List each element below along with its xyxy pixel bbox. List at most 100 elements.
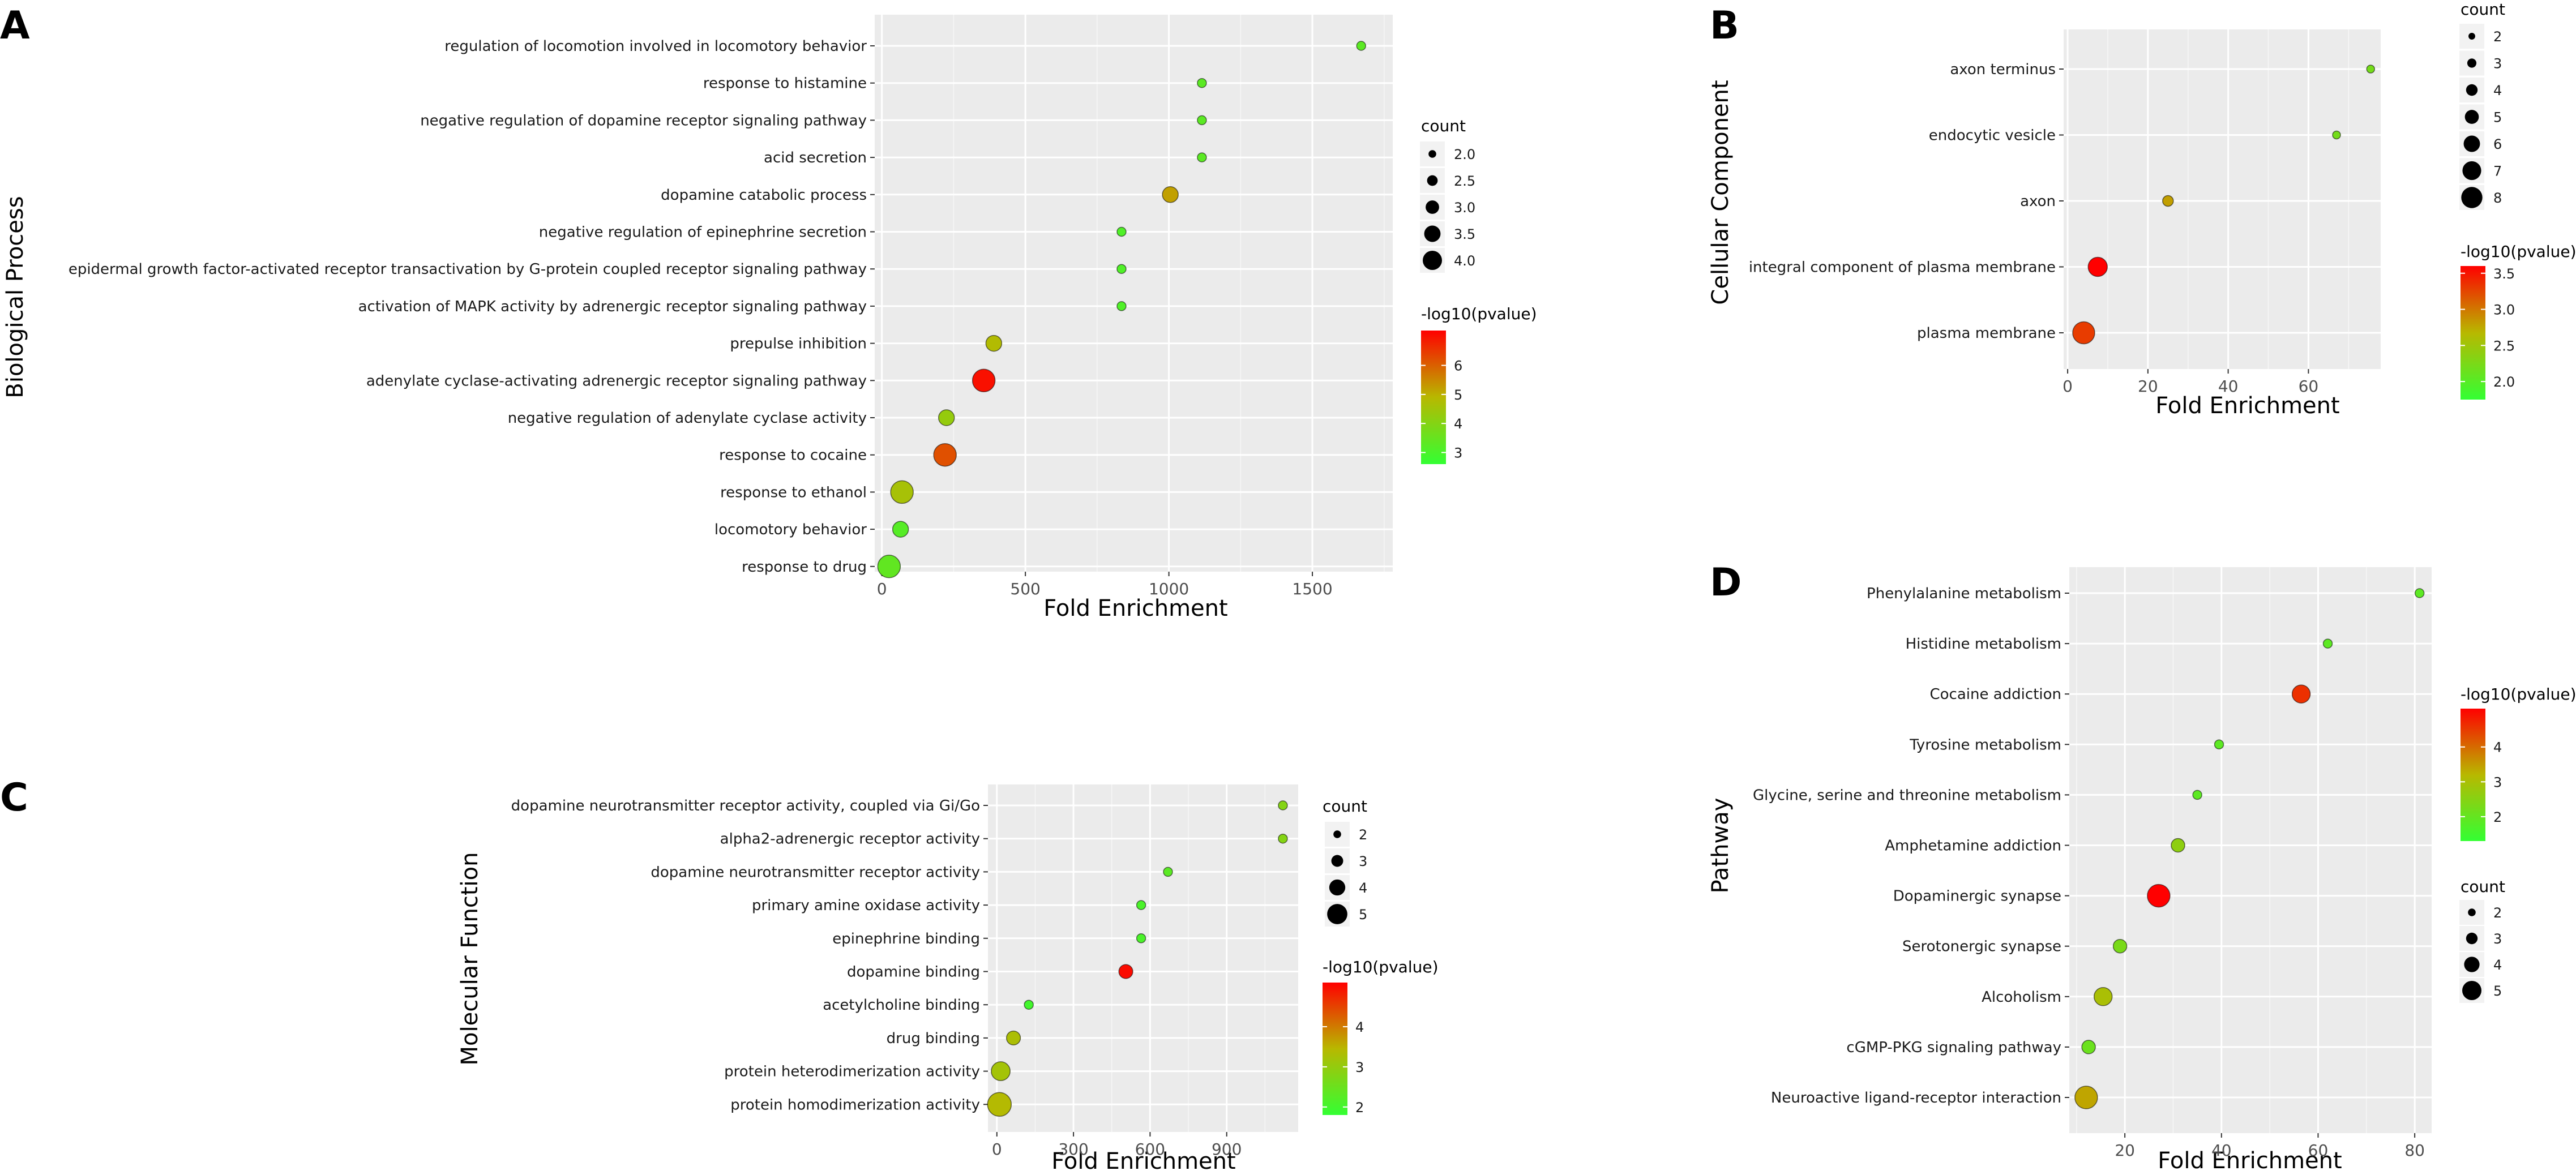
x-axis-title-a: Fold Enrichment — [1043, 595, 1227, 621]
size-legend-dot-b — [2468, 33, 2475, 40]
size-legend-title-c: count — [1323, 797, 1367, 816]
colorbar-label-a: 6 — [1454, 358, 1462, 374]
size-legend-label-d: 2 — [2493, 905, 2502, 921]
data-point-d — [2112, 938, 2128, 954]
size-legend-label-b: 3 — [2493, 56, 2502, 72]
data-point-a — [890, 480, 914, 504]
panel-a: A Biological Process Fold Enrichment cou… — [0, 3, 1537, 621]
plot-area-b: 0 20 40 60 axon terminus endocytic vesicle axo… — [1749, 29, 2381, 396]
size-legend-label-b: 5 — [2493, 110, 2502, 126]
y-tick-label-d: cGMP-PKG signaling pathway — [1846, 1039, 2061, 1056]
y-tick-label-a: adenylate cyclase-activating adrenergic … — [366, 372, 867, 389]
data-point-b — [2332, 130, 2341, 140]
color-legend-b: 2.0 2.5 3.0 3.5 — [2461, 266, 2515, 400]
data-point-c — [1278, 800, 1288, 811]
data-point-a — [1356, 41, 1366, 51]
size-legend-c: 2 3 4 5 — [1325, 822, 1367, 927]
x-tick-label-a: 1000 — [1149, 580, 1189, 598]
size-legend-label-a: 2.0 — [1454, 147, 1475, 162]
x-tick-label-a: 1500 — [1292, 580, 1332, 598]
size-legend-dot-b — [2462, 161, 2481, 181]
plot-background-c — [988, 784, 1298, 1132]
y-tick-label-a: response to drug — [742, 559, 867, 576]
x-tick-label-d: 20 — [2115, 1141, 2135, 1160]
size-legend-title-d: count — [2461, 877, 2505, 896]
y-tick-label-d: Neuroactive ligand-receptor interaction — [1771, 1090, 2061, 1107]
size-legend-dot-a — [1424, 225, 1441, 242]
size-legend-label-a: 2.5 — [1454, 173, 1475, 189]
size-legend-dot-b — [2466, 84, 2478, 96]
data-point-c — [1136, 900, 1146, 910]
panel-label-d: D — [1710, 560, 1741, 605]
plot-background-b — [2064, 29, 2381, 369]
data-point-c — [1006, 1030, 1021, 1045]
color-legend-title-b: -log10(pvalue) — [2461, 242, 2576, 261]
data-point-d — [2074, 1086, 2098, 1109]
y-tick-label-b: axon — [2020, 193, 2056, 210]
data-point-c — [1163, 867, 1173, 877]
size-legend-dot-b — [2461, 187, 2483, 208]
data-point-a — [892, 521, 909, 538]
size-legend-dot-d — [2464, 957, 2480, 972]
data-point-c — [1118, 964, 1133, 979]
size-legend-dot-b — [2463, 135, 2480, 152]
plot-area-c: 0 300 600 900 dopamine neurotransmitter rece… — [511, 784, 1298, 1159]
y-tick-label-c: dopamine binding — [847, 964, 980, 981]
x-tick-label-c: 600 — [1135, 1140, 1165, 1159]
y-tick-label-b: plasma membrane — [1917, 325, 2056, 342]
y-tick-label-a: acid secretion — [764, 149, 867, 166]
size-legend-dot-c — [1329, 879, 1346, 896]
plot-area-a: 0 500 1000 1500 regulation of locomotion inv… — [69, 15, 1393, 598]
x-axis-title-b: Fold Enrichment — [2155, 393, 2339, 419]
size-legend-label-a: 4.0 — [1454, 253, 1475, 269]
colorbar-label-b: 3.0 — [2493, 302, 2515, 318]
x-tick-label-c: 0 — [992, 1140, 1002, 1159]
y-tick-label-a: regulation of locomotion involved in loc… — [444, 38, 867, 55]
size-legend-dot-a — [1426, 200, 1439, 214]
size-legend-dot-b — [2467, 58, 2477, 68]
y-tick-label-a: dopamine catabolic process — [661, 187, 867, 204]
panel-label-a: A — [0, 3, 30, 48]
x-tick-label-a: 500 — [1010, 580, 1040, 598]
size-legend-label-a: 3.5 — [1454, 226, 1475, 242]
y-tick-label-d: Cocaine addiction — [1929, 686, 2061, 703]
y-tick-label-d: Histidine metabolism — [1906, 636, 2061, 653]
size-legend-label-d: 3 — [2493, 931, 2502, 947]
y-tick-label-a: response to ethanol — [720, 484, 867, 501]
colorbar-label-d: 4 — [2493, 740, 2502, 756]
color-legend-title-a: -log10(pvalue) — [1421, 305, 1537, 323]
size-legend-label-b: 7 — [2493, 164, 2502, 179]
size-legend-dot-a — [1423, 251, 1442, 270]
data-point-b — [2072, 321, 2095, 345]
size-legend-dot-d — [2468, 908, 2476, 916]
plot-background-d — [2069, 567, 2432, 1133]
color-legend-c: 2 3 4 — [1323, 983, 1364, 1116]
size-legend-label-b: 4 — [2493, 83, 2502, 98]
data-point-a — [938, 409, 955, 426]
y-tick-label-a: prepulse inhibition — [730, 336, 867, 353]
data-point-d — [2214, 739, 2224, 750]
y-tick-label-d: Amphetamine addiction — [1885, 838, 2061, 855]
size-legend-dot-c — [1327, 904, 1347, 924]
x-tick-label-b: 40 — [2218, 377, 2239, 396]
size-legend-label-b: 2 — [2493, 29, 2502, 45]
data-point-d — [2093, 987, 2113, 1006]
y-tick-label-c: primary amine oxidase activity — [752, 897, 980, 914]
data-point-b — [2366, 65, 2376, 74]
colorbar-c — [1323, 983, 1347, 1115]
x-tick-label-d: 60 — [2308, 1141, 2329, 1160]
color-legend-a: 3 4 5 6 — [1421, 331, 1462, 464]
data-point-a — [972, 368, 996, 393]
data-point-d — [2192, 790, 2202, 800]
y-axis-title-b: Cellular Component — [1708, 80, 1734, 305]
data-point-d — [2081, 1040, 2096, 1054]
colorbar-label-b: 3.5 — [2493, 266, 2515, 282]
colorbar-b — [2461, 266, 2485, 400]
y-tick-label-a: response to cocaine — [719, 447, 867, 464]
size-legend-label-b: 6 — [2493, 136, 2502, 152]
data-point-a — [1197, 152, 1207, 162]
data-point-d — [2171, 838, 2185, 853]
y-tick-label-c: dopamine neurotransmitter receptor activ… — [651, 864, 980, 881]
data-point-a — [1197, 115, 1207, 126]
y-axis-title-c: Molecular Function — [457, 852, 483, 1066]
